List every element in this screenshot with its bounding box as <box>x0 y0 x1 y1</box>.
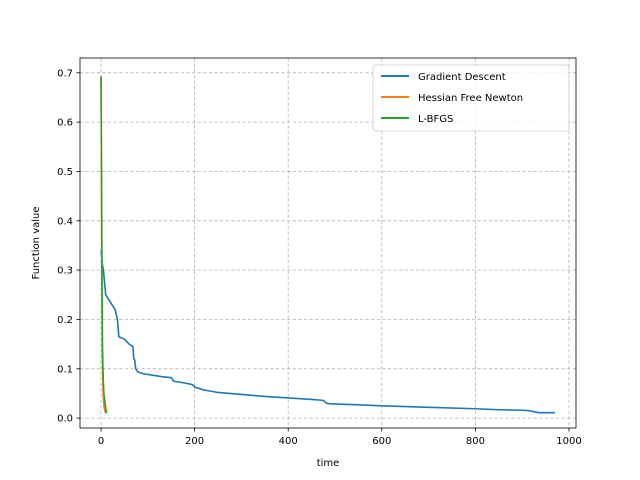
series-line-gradient-descent <box>100 250 555 414</box>
y-tick-label: 0.5 <box>57 167 73 178</box>
x-axis-label: time <box>317 458 340 469</box>
x-tick-label: 0 <box>98 436 104 447</box>
plot-frame <box>79 57 577 429</box>
x-tick-label: 200 <box>185 436 204 447</box>
series-lines <box>100 76 555 414</box>
y-tick-label: 0.7 <box>57 68 73 79</box>
series-line-l-bfgs <box>100 76 108 414</box>
legend-entry-gradient-descent: Gradient Descent <box>418 72 506 83</box>
legend-entry-l-bfgs: L-BFGS <box>418 114 453 125</box>
y-tick-label: 0.6 <box>57 118 73 129</box>
y-tick-label: 0.2 <box>57 315 73 326</box>
x-tick-label: 800 <box>466 436 485 447</box>
y-axis-label: Function value <box>31 206 42 279</box>
y-tick-label: 0.1 <box>57 364 73 375</box>
x-tick-label: 600 <box>372 436 391 447</box>
legend-box <box>372 64 570 132</box>
ticks: 0 200 400 600 800 1000 0.0 0.1 0.2 0.3 0.4 0.5 0.6 0.… <box>57 68 582 447</box>
legend-entry-hessian-free-newton: Hessian Free Newton <box>418 93 523 104</box>
y-tick-label: 0.0 <box>57 414 73 425</box>
x-tick-label: 400 <box>279 436 298 447</box>
y-tick-label: 0.3 <box>57 266 73 277</box>
legend: Gradient Descent Hessian Free Newton L-B… <box>372 64 570 132</box>
y-tick-label: 0.4 <box>57 216 73 227</box>
x-tick-label: 1000 <box>556 436 581 447</box>
